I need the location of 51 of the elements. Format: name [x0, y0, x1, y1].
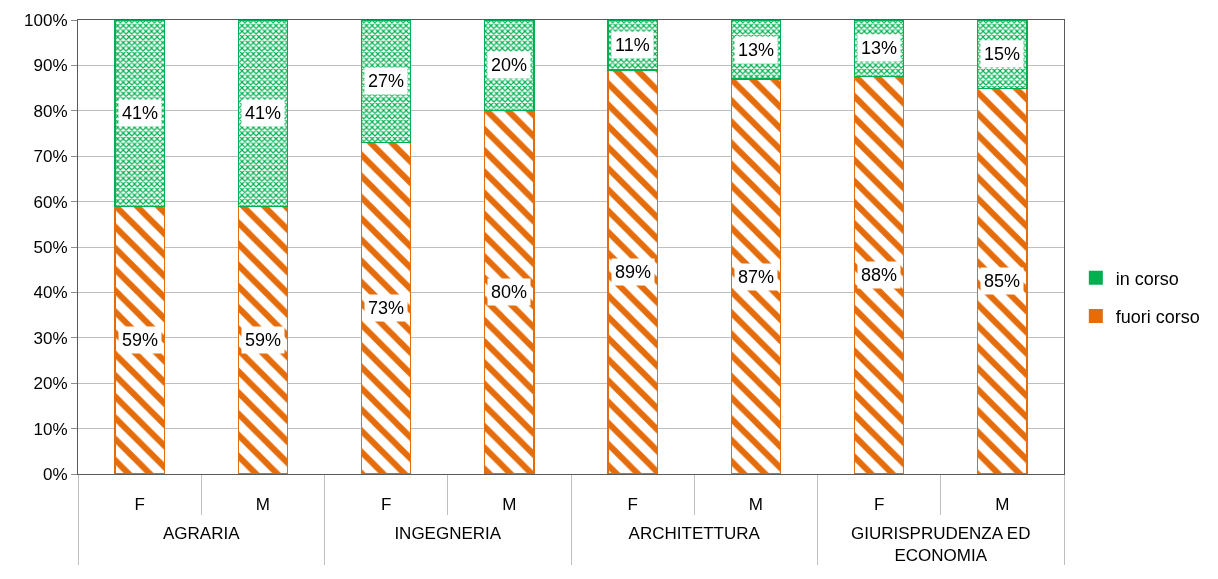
data-label: 11%: [615, 35, 650, 55]
x-tick-label: F: [134, 494, 145, 514]
x-tick-label: F: [380, 494, 392, 514]
text: fuori corso: [1115, 307, 1200, 328]
bar: [853, 76, 905, 474]
text: GIURISPRUDENZA ED ECONOMIA: [851, 523, 1031, 565]
x-tick-label: F: [873, 494, 885, 514]
y-tick-label: 60%: [33, 192, 68, 212]
data-label: 41%: [122, 103, 159, 123]
bar: [977, 87, 1028, 474]
data-label: 13%: [738, 40, 775, 60]
y-tick-label: 30%: [33, 328, 68, 348]
x-tick-label: M: [995, 494, 1010, 514]
y-tick-label: 100%: [24, 10, 68, 30]
data-label: 88%: [861, 265, 898, 285]
data-label: 59%: [245, 330, 282, 350]
y-tick-label: 0%: [42, 464, 68, 484]
bar: [730, 78, 782, 474]
data-label: 20%: [491, 55, 528, 75]
text: AGRARIA: [162, 523, 241, 543]
text: INGEGNERIA: [394, 523, 502, 543]
y-tick-label: 20%: [33, 374, 68, 394]
y-tick-label: 40%: [33, 283, 68, 303]
y-tick-label: 50%: [33, 237, 68, 257]
data-label: 89%: [615, 262, 652, 282]
bar: [484, 110, 535, 474]
text: in corso: [1115, 268, 1179, 289]
y-tick-label: 80%: [33, 101, 68, 121]
data-label: 13%: [861, 38, 898, 58]
y-tick-label: 70%: [33, 147, 68, 167]
y-tick-label: 90%: [33, 56, 68, 76]
bar: [607, 69, 658, 474]
data-label: 15%: [984, 44, 1021, 64]
x-tick-label: M: [502, 494, 517, 514]
bar: [360, 141, 412, 474]
data-label: 80%: [491, 282, 528, 302]
x-tick-label: M: [255, 494, 270, 514]
data-label: 59%: [122, 330, 159, 350]
x-tick-label: M: [748, 494, 763, 514]
data-label: 41%: [245, 103, 282, 123]
data-label: 87%: [738, 267, 775, 287]
data-label: 27%: [368, 71, 405, 91]
text: ARCHITETTURA: [628, 523, 761, 543]
y-tick-label: 10%: [33, 419, 68, 439]
bar: [237, 20, 289, 207]
bar: [114, 20, 165, 207]
bar: [237, 205, 289, 474]
bar: [114, 205, 165, 474]
data-label: 73%: [368, 298, 405, 318]
data-label: 85%: [984, 271, 1021, 291]
x-tick-label: F: [627, 494, 638, 514]
